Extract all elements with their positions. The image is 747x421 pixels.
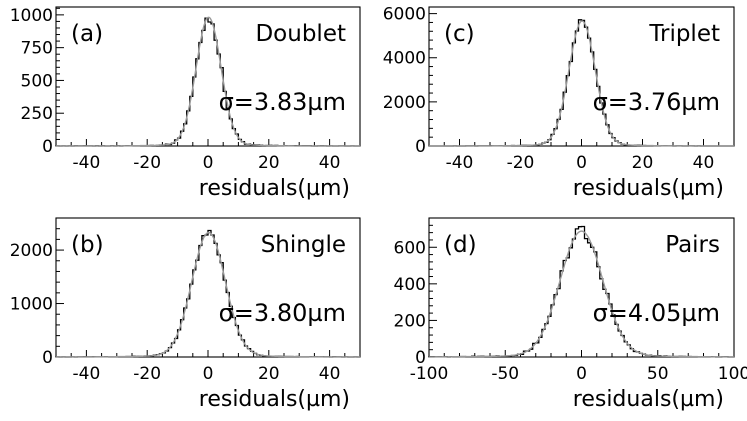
- x-axis-title: residuals(µm): [199, 176, 350, 201]
- panel-title: Triplet: [648, 21, 720, 47]
- y-tick-label: 0: [42, 348, 53, 368]
- gaussian-fit-curve: [56, 231, 360, 358]
- x-tick-label: 100: [718, 364, 747, 384]
- panel-label: (d): [444, 232, 477, 258]
- x-axis-title: residuals(µm): [573, 176, 724, 201]
- x-tick-label: 20: [632, 153, 654, 173]
- y-tick-label: 400: [394, 275, 426, 295]
- x-tick-label: 50: [647, 364, 669, 384]
- x-tick-label: -100: [410, 364, 449, 384]
- x-tick-label: 20: [258, 364, 280, 384]
- panel-label: (a): [71, 21, 103, 47]
- gaussian-fit-curve: [429, 230, 734, 358]
- x-tick-label: -20: [133, 153, 161, 173]
- x-tick-label: 40: [319, 153, 341, 173]
- y-tick-label: 1000: [10, 6, 53, 26]
- x-tick-label: -20: [507, 153, 535, 173]
- y-tick-label: 250: [21, 104, 53, 124]
- histogram-panel-pairs: -100 -50 0 50 100 0 200 400 600 (d) Pairs σ=4.05µm r…: [394, 217, 747, 412]
- y-tick-label: 1000: [10, 295, 53, 315]
- x-tick-label: -40: [73, 364, 101, 384]
- x-tick-label: -40: [73, 153, 101, 173]
- x-tick-label: 20: [258, 153, 280, 173]
- panel-label: (b): [71, 232, 104, 258]
- y-tick-label: 600: [394, 238, 426, 258]
- x-tick-label: 0: [203, 153, 214, 173]
- histogram-panel-triplet: -40 -20 0 20 40 0 2000 4000 6000 (c) Triplet σ=3.76…: [383, 5, 735, 201]
- histogram-panel-shingle: -40 -20 0 20 40 0 1000 2000 (b) Shingle σ=3.80µm re…: [10, 217, 361, 412]
- gaussian-fit-curve: [56, 16, 360, 147]
- y-tick-label: 500: [21, 71, 53, 91]
- x-axis-title: residuals(µm): [199, 387, 350, 412]
- y-tick-label: 200: [394, 311, 426, 331]
- y-tick-label: 2000: [383, 93, 426, 113]
- x-tick-label: -50: [491, 364, 519, 384]
- y-tick-label: 0: [42, 137, 53, 157]
- y-tick-label: 6000: [383, 5, 426, 25]
- panel-title: Pairs: [665, 232, 720, 258]
- y-tick-label: 750: [21, 39, 53, 59]
- panel-title: Doublet: [255, 21, 346, 47]
- x-tick-label: 0: [203, 364, 214, 384]
- y-tick-label: 4000: [383, 49, 426, 69]
- x-tick-label: 0: [576, 153, 587, 173]
- x-tick-label: 0: [576, 364, 587, 384]
- x-tick-label: -40: [446, 153, 474, 173]
- y-tick-label: 2000: [10, 241, 53, 261]
- x-tick-label: 40: [693, 153, 715, 173]
- panel-label: (c): [444, 21, 475, 47]
- y-tick-label: 0: [415, 137, 426, 157]
- sigma-label: σ=4.05µm: [593, 299, 720, 327]
- sigma-label: σ=3.76µm: [593, 88, 720, 116]
- panel-title: Shingle: [261, 232, 346, 258]
- x-tick-label: 40: [319, 364, 341, 384]
- gaussian-fit-curve: [429, 20, 734, 147]
- histogram-panel-doublet: -40 -20 0 20 40 0 250 500 750 1000 (a) Doublet σ=3.8…: [10, 6, 361, 201]
- x-tick-label: -20: [133, 364, 161, 384]
- y-tick-label: 0: [415, 348, 426, 368]
- sigma-label: σ=3.80µm: [219, 299, 346, 327]
- sigma-label: σ=3.83µm: [219, 88, 346, 116]
- x-axis-title: residuals(µm): [573, 387, 724, 412]
